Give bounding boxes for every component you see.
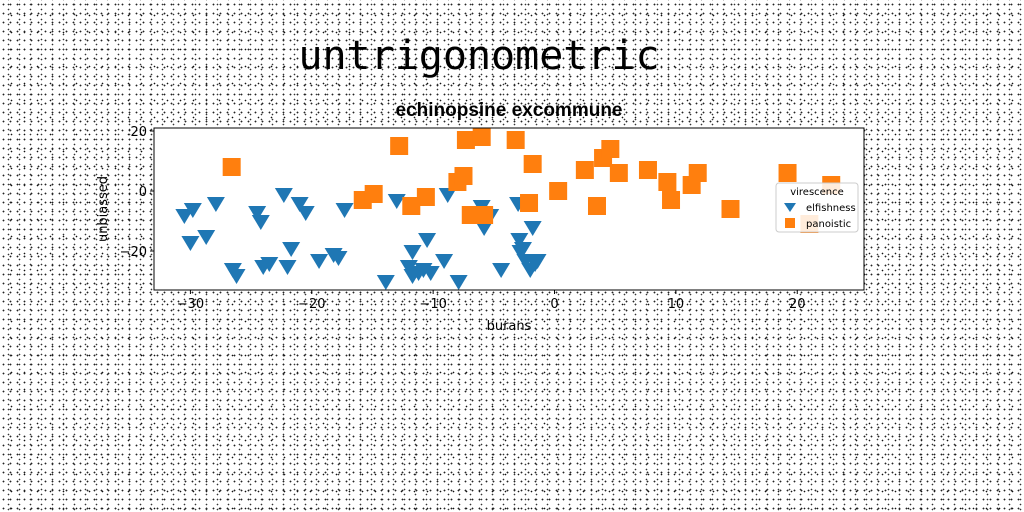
- point-elfishness-11: [274, 188, 293, 203]
- point-panoistic-19: [601, 140, 620, 158]
- point-elfishness-44: [528, 254, 547, 269]
- x-axis: −30 −20 −10 0 10 20: [177, 290, 806, 312]
- x-tick-label: −20: [298, 297, 325, 312]
- y-axis-label: unbiassed: [96, 176, 111, 242]
- point-panoistic-10: [472, 128, 491, 146]
- point-elfishness-6: [227, 269, 246, 284]
- point-elfishness-21: [387, 194, 406, 209]
- point-elfishness-27: [418, 233, 437, 248]
- legend-title: virescence: [790, 187, 844, 198]
- point-elfishness-4: [206, 197, 225, 212]
- point-panoistic-25: [688, 164, 707, 182]
- point-panoistic-2: [364, 185, 383, 203]
- point-panoistic-17: [587, 197, 606, 215]
- point-panoistic-0: [222, 158, 241, 176]
- legend-label-elfishness: elfishness: [806, 203, 856, 214]
- point-panoistic-14: [523, 155, 542, 173]
- point-elfishness-22: [399, 260, 418, 275]
- point-panoistic-8: [456, 131, 475, 149]
- legend: virescence elfishness panoistic: [775, 182, 859, 233]
- point-elfishness-23: [403, 245, 422, 260]
- point-panoistic-5: [416, 188, 435, 206]
- point-panoistic-11: [475, 206, 494, 224]
- point-elfishness-15: [296, 206, 315, 221]
- point-panoistic-22: [658, 173, 677, 191]
- point-elfishness-39: [513, 242, 532, 257]
- x-tick-label: 0: [550, 297, 558, 312]
- legend-marker-elfishness: [784, 203, 796, 212]
- point-elfishness-19: [335, 203, 354, 218]
- point-panoistic-21: [638, 161, 657, 179]
- point-panoistic-7: [454, 167, 473, 185]
- point-elfishness-30: [438, 188, 457, 203]
- y-tick-label: 0: [139, 185, 147, 200]
- point-elfishness-14: [290, 197, 309, 212]
- point-elfishness-10: [260, 257, 279, 272]
- point-elfishness-37: [510, 233, 529, 248]
- point-elfishness-29: [435, 254, 454, 269]
- chart-title: echinopsine excommune: [395, 100, 622, 121]
- point-elfishness-28: [421, 266, 440, 281]
- point-elfishness-35: [492, 263, 511, 278]
- point-elfishness-31: [449, 275, 468, 290]
- point-panoistic-27: [778, 164, 797, 182]
- y-tick-label: −20: [120, 245, 147, 260]
- x-tick-label: −30: [177, 297, 204, 312]
- point-elfishness-7: [248, 206, 267, 221]
- point-panoistic-13: [520, 194, 539, 212]
- point-elfishness-3: [197, 230, 216, 245]
- point-elfishness-8: [251, 215, 270, 230]
- legend-label-panoistic: panoistic: [806, 219, 851, 230]
- figure-title: untrigonometric: [298, 33, 659, 79]
- legend-marker-panoistic: [785, 218, 795, 228]
- point-elfishness-0: [175, 209, 194, 224]
- point-panoistic-4: [402, 197, 421, 215]
- legend-box: [775, 182, 859, 233]
- x-tick-label: −10: [419, 297, 446, 312]
- y-tick-label: 20: [130, 125, 147, 140]
- axes-frame: [153, 127, 865, 291]
- point-elfishness-20: [376, 275, 395, 290]
- point-elfishness-12: [278, 260, 297, 275]
- x-tick-label: 10: [668, 297, 685, 312]
- x-tick-label: 20: [789, 297, 806, 312]
- point-panoistic-3: [390, 137, 409, 155]
- point-elfishness-16: [310, 254, 329, 269]
- point-elfishness-1: [183, 203, 202, 218]
- point-panoistic-15: [549, 182, 568, 200]
- point-elfishness-13: [282, 242, 301, 257]
- point-panoistic-12: [506, 131, 525, 149]
- y-axis: −20 0 20: [120, 125, 154, 260]
- point-panoistic-26: [721, 200, 740, 218]
- point-panoistic-23: [662, 191, 681, 209]
- point-elfishness-33: [475, 221, 494, 236]
- point-panoistic-16: [575, 161, 594, 179]
- point-panoistic-20: [609, 164, 628, 182]
- x-axis-label: burans: [487, 319, 532, 334]
- point-elfishness-42: [523, 221, 542, 236]
- point-elfishness-18: [329, 251, 348, 266]
- point-elfishness-2: [181, 236, 200, 251]
